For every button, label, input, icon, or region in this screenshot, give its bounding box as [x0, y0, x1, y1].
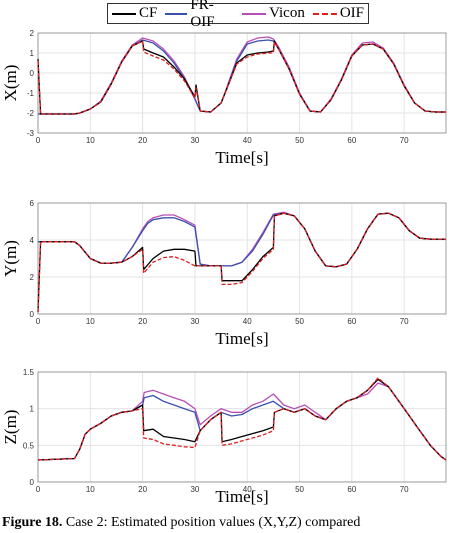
x-tick-label: 30 — [190, 485, 199, 494]
x-tick-label: 60 — [347, 136, 356, 145]
x-axis-title-x: Time[s] — [215, 148, 268, 167]
x-tick-label: 20 — [138, 485, 147, 494]
legend-label-vicon: Vicon — [269, 5, 305, 21]
x-tick-label: 0 — [36, 136, 41, 145]
figure-caption: Figure 18. Case 2: Estimated position va… — [2, 515, 360, 531]
y-tick-label: 0.5 — [23, 441, 35, 450]
y-tick-label: 0 — [30, 310, 35, 319]
legend-swatch-vicon — [242, 12, 267, 15]
y-tick-label: 2 — [30, 273, 35, 282]
x-tick-label: 60 — [347, 485, 356, 494]
y-tick-label: -1 — [27, 89, 35, 98]
x-tick-label: 0 — [36, 317, 41, 326]
y-tick-label: -3 — [27, 129, 35, 138]
x-tick-label: 30 — [190, 136, 199, 145]
legend-item-fr-oif: FR-OIF — [165, 0, 234, 31]
legend-label-fr-oif: FR-OIF — [190, 0, 215, 30]
x-tick-label: 50 — [295, 317, 304, 326]
x-tick-label: 0 — [36, 485, 41, 494]
x-tick-label: 30 — [190, 317, 199, 326]
legend-item-oif: OIF — [312, 5, 364, 22]
series-line-oif — [37, 377, 447, 461]
y-axis-title-z: Z(m) — [1, 410, 20, 445]
x-tick-label: 40 — [243, 136, 252, 145]
y-tick-label: 1 — [30, 49, 35, 58]
y-tick-label: 1.5 — [23, 368, 35, 377]
x-tick-label: 10 — [86, 136, 95, 145]
x-tick-label: 40 — [243, 485, 252, 494]
x-tick-label: 50 — [295, 485, 304, 494]
caption-text: Case 2: Estimated position values (X,Y,Z… — [62, 515, 361, 530]
legend-swatch-cf — [112, 12, 136, 15]
series-line-oif — [37, 40, 446, 115]
series-line-oif — [37, 212, 446, 313]
y-tick-label: 2 — [30, 29, 35, 38]
x-tick-label: 70 — [400, 317, 409, 326]
legend-label-oif: OIF — [339, 5, 364, 21]
x-tick-label: 20 — [138, 136, 147, 145]
plot-frame-z — [37, 371, 447, 483]
x-axis-title-z: Time[s] — [215, 487, 268, 506]
x-axis-title-y: Time[s] — [215, 329, 268, 348]
series-line-vicon — [37, 382, 447, 461]
x-tick-label: 60 — [347, 317, 356, 326]
x-tick-label: 10 — [86, 317, 95, 326]
x-tick-label: 40 — [243, 317, 252, 326]
y-tick-label: 6 — [30, 199, 35, 208]
chart-legend: CF FR-OIF Vicon OIF — [107, 0, 369, 30]
caption-label: Figure 18. — [2, 515, 63, 530]
y-tick-label: 4 — [30, 236, 35, 245]
series-line-cf — [37, 378, 447, 461]
x-tick-label: 50 — [295, 136, 304, 145]
y-tick-label: -2 — [27, 109, 35, 118]
legend-swatch-oif — [312, 12, 337, 15]
y-tick-label: 0 — [30, 69, 35, 78]
y-tick-label: 0 — [30, 478, 35, 487]
x-tick-label: 10 — [86, 485, 95, 494]
legend-label-cf: CF — [139, 5, 158, 21]
y-tick-label: 1 — [30, 405, 35, 414]
series-line-fr-oif — [37, 378, 447, 461]
legend-item-vicon: Vicon — [242, 5, 305, 22]
x-tick-label: 70 — [400, 485, 409, 494]
plot-frame-x — [37, 32, 447, 134]
y-axis-title-y: Y(m) — [1, 240, 20, 277]
legend-swatch-fr-oif — [165, 12, 188, 15]
x-tick-label: 20 — [138, 317, 147, 326]
legend-item-cf: CF — [112, 5, 157, 22]
plot-frame-y — [37, 202, 447, 315]
x-tick-label: 70 — [400, 136, 409, 145]
y-axis-title-x: X(m) — [1, 65, 20, 102]
